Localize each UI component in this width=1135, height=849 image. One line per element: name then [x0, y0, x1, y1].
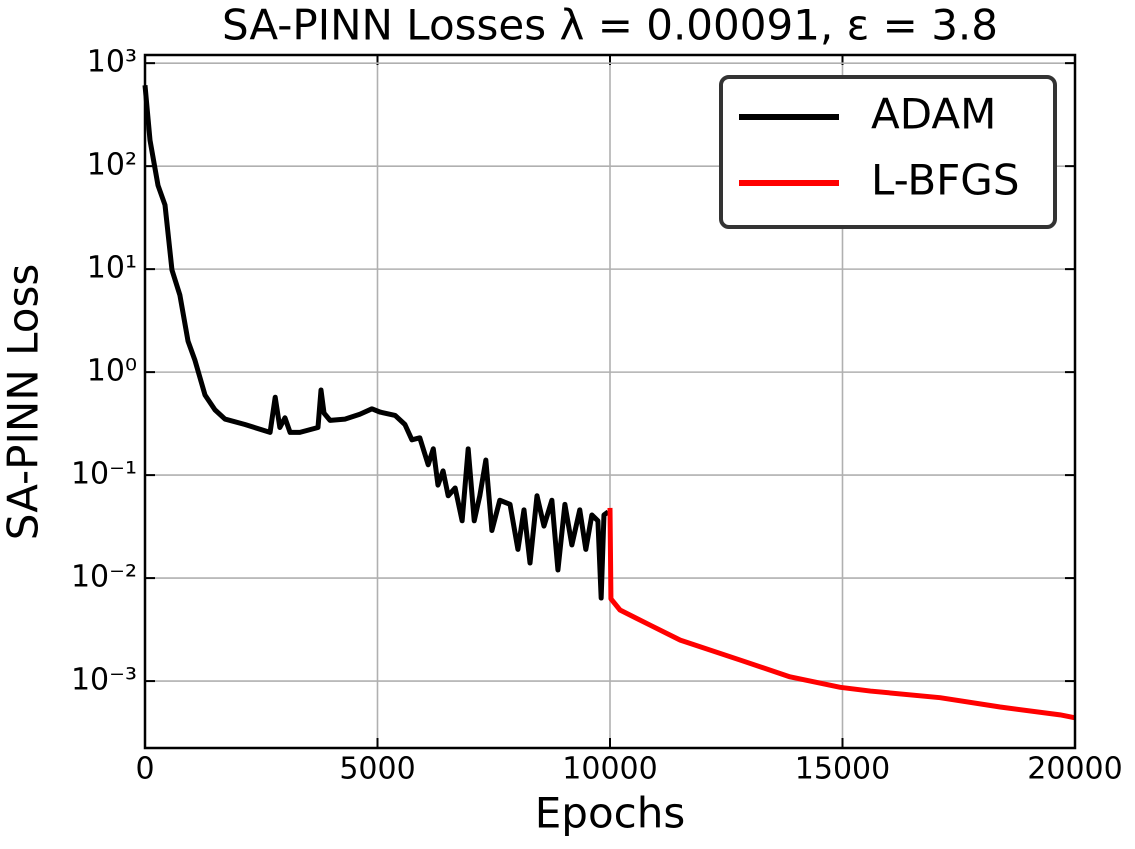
legend-label: ADAM: [871, 90, 996, 139]
y-axis-label: SA-PINN Loss: [0, 264, 48, 540]
y-tick-label: 10⁻²: [71, 560, 137, 595]
y-tick-label: 10⁻¹: [71, 457, 137, 492]
chart-title: SA-PINN Losses λ = 0.00091, ε = 3.8: [222, 1, 998, 50]
x-tick-label: 20000: [1027, 752, 1122, 787]
y-tick-label: 10²: [87, 148, 137, 183]
y-tick-label: 10⁰: [87, 354, 137, 389]
x-tick-label: 0: [135, 752, 154, 787]
x-axis-label: Epochs: [535, 789, 686, 838]
legend-label: L-BFGS: [871, 156, 1020, 205]
y-tick-label: 10³: [87, 45, 137, 80]
y-tick-label: 10⁻³: [71, 663, 137, 698]
x-tick-label: 10000: [562, 752, 657, 787]
line: [142, 85, 610, 601]
x-tick-label: 5000: [339, 752, 415, 787]
x-tick-label: 15000: [795, 752, 890, 787]
plot-frame: [143, 53, 1077, 750]
line: [607, 507, 1076, 721]
y-tick-label: 10¹: [87, 251, 137, 286]
